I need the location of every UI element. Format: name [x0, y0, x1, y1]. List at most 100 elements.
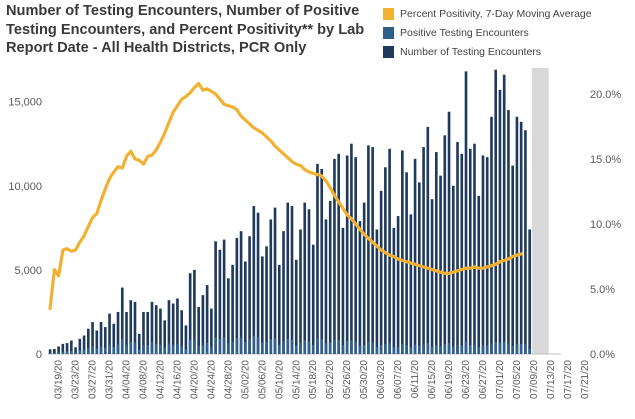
- bar-testing-encounters: [333, 158, 336, 354]
- bar-testing-encounters: [70, 340, 73, 354]
- bar-positive-encounters: [277, 344, 281, 354]
- bar-testing-encounters: [167, 300, 171, 354]
- bar-testing-encounters: [171, 303, 175, 354]
- x-tick-label: 03/23/20: [71, 360, 82, 399]
- bar-positive-encounters: [70, 350, 73, 354]
- bar-testing-encounters: [197, 306, 200, 354]
- bar-testing-encounters: [430, 199, 434, 354]
- bar-positive-encounters: [451, 346, 455, 354]
- positivity-line: [48, 81, 523, 311]
- bar-testing-encounters: [57, 346, 60, 354]
- bar-testing-encounters: [320, 168, 324, 354]
- bar-testing-encounters: [324, 219, 328, 354]
- bar-testing-encounters: [477, 195, 481, 354]
- bar-testing-encounters: [78, 338, 82, 354]
- bar-testing-encounters: [494, 69, 498, 355]
- bar-testing-encounters: [53, 348, 56, 354]
- bar-testing-encounters: [61, 343, 65, 354]
- bar-testing-encounters: [286, 202, 290, 354]
- bar-positive-encounters: [82, 349, 86, 354]
- bar-testing-encounters: [328, 200, 332, 354]
- bars-layer: [48, 69, 531, 355]
- bar-testing-encounters: [252, 205, 256, 354]
- bar-positive-encounters: [244, 342, 247, 354]
- y-right-tick-label: 0.0%: [590, 349, 615, 361]
- bar-positive-encounters: [502, 341, 506, 354]
- bar-positive-encounters: [210, 346, 213, 354]
- bar-positive-encounters: [222, 337, 226, 354]
- y-right-tick-label: 20.0%: [590, 89, 621, 101]
- x-tick-label: 04/16/20: [172, 360, 183, 399]
- bar-positive-encounters: [150, 343, 154, 354]
- bar-testing-encounters: [95, 330, 99, 354]
- bar-testing-encounters: [371, 147, 374, 354]
- bar-positive-encounters: [320, 339, 324, 354]
- bar-testing-encounters: [354, 157, 357, 354]
- bar-testing-encounters: [485, 157, 489, 354]
- x-tick-label: 05/06/20: [257, 360, 268, 399]
- bar-positive-encounters: [218, 338, 222, 354]
- bar-testing-encounters: [316, 163, 319, 354]
- bar-positive-encounters: [159, 344, 162, 354]
- bar-positive-encounters: [396, 346, 400, 354]
- bar-positive-encounters: [528, 348, 531, 354]
- bar-testing-encounters: [48, 349, 52, 354]
- bar-positive-encounters: [392, 347, 396, 354]
- bar-positive-encounters: [460, 345, 464, 354]
- bar-testing-encounters: [392, 227, 396, 354]
- bar-testing-encounters: [473, 143, 476, 354]
- bar-positive-encounters: [311, 344, 315, 354]
- bar-testing-encounters: [154, 305, 158, 354]
- x-tick-label: 04/04/20: [122, 360, 133, 399]
- bar-testing-encounters: [74, 347, 77, 354]
- bar-testing-encounters: [146, 311, 150, 354]
- bar-testing-encounters: [239, 231, 243, 354]
- x-tick-label: 05/14/20: [291, 360, 302, 399]
- bar-positive-encounters: [273, 338, 277, 354]
- bar-positive-encounters: [337, 339, 341, 354]
- bar-testing-encounters: [303, 202, 307, 354]
- bar-positive-encounters: [456, 344, 459, 354]
- bar-positive-encounters: [91, 346, 94, 354]
- bar-positive-encounters: [515, 343, 519, 354]
- x-tick-label: 06/27/20: [478, 360, 489, 399]
- x-tick-label: 05/18/20: [308, 360, 319, 399]
- bar-testing-encounters: [133, 301, 137, 354]
- bar-testing-encounters: [273, 207, 277, 354]
- x-tick-label: 05/26/20: [342, 360, 353, 399]
- bar-positive-encounters: [205, 343, 209, 354]
- bar-positive-encounters: [422, 344, 425, 354]
- bar-positive-encounters: [447, 343, 451, 354]
- bar-testing-encounters: [451, 185, 455, 354]
- bar-positive-encounters: [256, 337, 260, 354]
- bar-positive-encounters: [379, 344, 383, 354]
- bar-positive-encounters: [227, 343, 230, 354]
- bar-testing-encounters: [515, 116, 519, 354]
- x-tick-label: 04/12/20: [155, 360, 166, 399]
- bar-positive-encounters: [324, 343, 328, 354]
- bar-positive-encounters: [248, 339, 251, 354]
- bar-testing-encounters: [120, 287, 124, 354]
- bar-testing-encounters: [502, 74, 506, 355]
- bar-testing-encounters: [507, 110, 510, 354]
- bar-testing-encounters: [341, 227, 345, 354]
- bar-positive-encounters: [61, 351, 65, 354]
- x-tick-label: 06/23/20: [461, 360, 472, 399]
- bar-positive-encounters: [231, 341, 234, 354]
- bar-positive-encounters: [316, 338, 319, 354]
- bar-positive-encounters: [235, 338, 239, 354]
- bar-testing-encounters: [103, 327, 107, 354]
- bar-testing-encounters: [418, 182, 421, 354]
- x-tick-label: 07/17/20: [563, 360, 574, 399]
- x-tick-label: 06/11/20: [410, 360, 421, 399]
- bar-positive-encounters: [341, 345, 345, 354]
- bar-positive-encounters: [362, 344, 366, 354]
- bar-positive-encounters: [333, 339, 336, 354]
- bar-testing-encounters: [116, 311, 120, 354]
- bar-testing-encounters: [345, 155, 349, 354]
- bar-testing-encounters: [464, 71, 468, 354]
- bar-testing-encounters: [65, 343, 69, 354]
- bar-positive-encounters: [473, 344, 476, 354]
- bar-positive-encounters: [65, 351, 69, 354]
- bar-testing-encounters: [434, 152, 438, 354]
